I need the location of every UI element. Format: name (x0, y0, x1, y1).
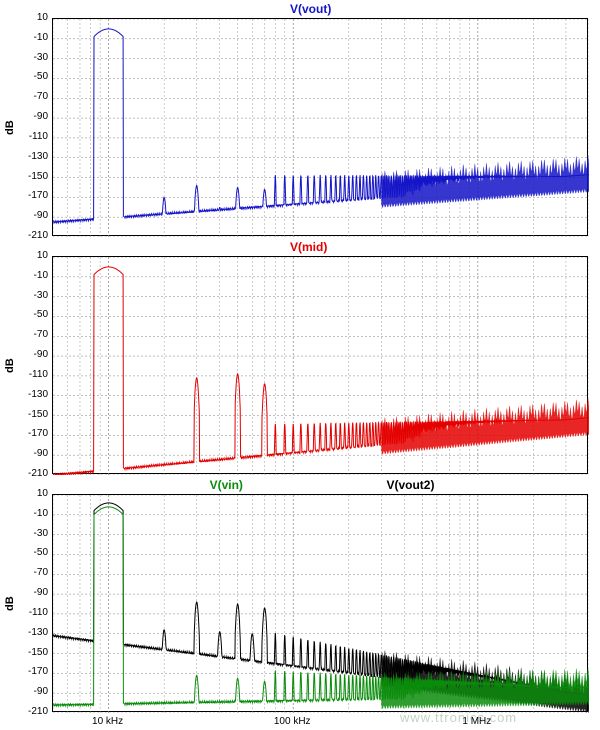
ytick-label: -50 (4, 309, 48, 320)
xtick-label: 100 kHz (267, 716, 317, 727)
ytick-label: -30 (4, 52, 48, 63)
ytick-label: -30 (4, 290, 48, 301)
y-axis-label: dB (4, 358, 16, 373)
ytick-label: -170 (4, 666, 48, 677)
plot-area (52, 494, 588, 712)
panel-title: V(vout2) (386, 478, 434, 492)
ytick-label: -70 (4, 91, 48, 102)
panel-title: V(vout) (290, 2, 331, 16)
chart-panel-0: V(vout)10-10-30-50-70-90-110-130-150-170… (0, 2, 600, 238)
plot-area (52, 256, 588, 474)
ytick-label: -70 (4, 329, 48, 340)
ytick-label: -50 (4, 71, 48, 82)
ytick-label: 10 (4, 12, 48, 23)
plot-area (52, 18, 588, 236)
ytick-label: -170 (4, 190, 48, 201)
ytick-label: -90 (4, 210, 48, 221)
ytick-label: -10 (4, 508, 48, 519)
ytick-label: -210 (4, 706, 48, 717)
ytick-label: -150 (4, 647, 48, 658)
ytick-label: -30 (4, 528, 48, 539)
ytick-label: -70 (4, 567, 48, 578)
panel-title: V(vin) (210, 478, 243, 492)
ytick-label: -150 (4, 171, 48, 182)
y-axis-label: dB (4, 596, 16, 611)
ytick-label: -150 (4, 409, 48, 420)
ytick-label: -130 (4, 627, 48, 638)
ytick-label: 10 (4, 488, 48, 499)
panel-title: V(mid) (290, 240, 327, 254)
watermark-text: www.ttronics.com (400, 710, 517, 725)
xtick-label: 10 kHz (83, 716, 133, 727)
ytick-label: -50 (4, 547, 48, 558)
ytick-label: -130 (4, 389, 48, 400)
y-axis-label: dB (4, 120, 16, 135)
ytick-label: -10 (4, 32, 48, 43)
ytick-label: -10 (4, 270, 48, 281)
ytick-label: -170 (4, 428, 48, 439)
ytick-label: 10 (4, 250, 48, 261)
ytick-label: -90 (4, 448, 48, 459)
ytick-label: -90 (4, 686, 48, 697)
chart-panel-2: V(vin)V(vout2)10-10-30-50-70-90-110-130-… (0, 478, 600, 728)
chart-panel-1: V(mid)10-10-30-50-70-90-110-130-150-170-… (0, 240, 600, 476)
ytick-label: -130 (4, 151, 48, 162)
